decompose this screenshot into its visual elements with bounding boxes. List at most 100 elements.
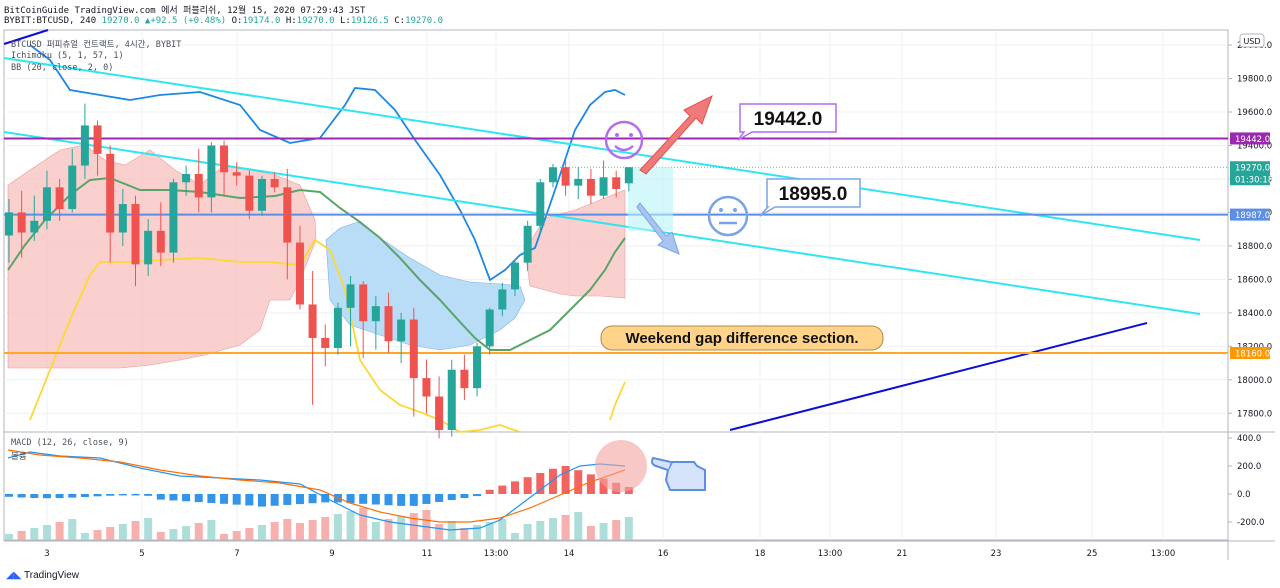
candle-body [384, 306, 393, 342]
close-label: C: [394, 16, 406, 26]
callout-text: 19442.0 [754, 109, 823, 130]
macd-histogram-bar [422, 494, 431, 504]
candle-body [93, 125, 102, 154]
macd-histogram-bar [156, 494, 165, 500]
volume-bar [586, 526, 595, 540]
macd-histogram-bar [258, 494, 266, 507]
macd-histogram-bar [321, 494, 330, 503]
volume-bar [422, 510, 431, 540]
volume-bar [80, 533, 89, 540]
level-countdown: 01:30:18 [1235, 176, 1273, 186]
macd-histogram-bar [182, 494, 191, 502]
volume-bar [435, 524, 444, 540]
volume-bar [409, 513, 418, 540]
macd-histogram-bar [599, 478, 608, 494]
volume-bar [485, 522, 494, 540]
candle-body [371, 306, 380, 322]
macd-histogram-bar [359, 494, 368, 504]
volume-bar [371, 522, 380, 540]
volume-bar [548, 518, 557, 540]
time-tick-label: 7 [234, 549, 239, 559]
price-tick-label: 19800.0 [1237, 75, 1272, 85]
time-tick-label: 11 [422, 549, 433, 559]
macd-histogram-bar [586, 474, 595, 494]
trend-line-top [3, 29, 49, 45]
volume-bar [156, 532, 165, 540]
candle-body [30, 220, 39, 233]
volume-bar [131, 521, 140, 540]
candle-body [5, 212, 13, 236]
macd-histogram-bar [169, 494, 178, 501]
candle-body [574, 178, 583, 186]
callout-19442: 19442.0 [737, 103, 837, 141]
time-tick-label: 5 [139, 549, 144, 559]
macd-histogram-bar [561, 466, 570, 494]
indicator-volume[interactable]: 볼륨 [11, 452, 27, 462]
low-value: 19126.5 [350, 16, 389, 26]
indicator-symbol[interactable]: BTCUSD 퍼피츄얼 컨트랙트, 4시간, BYBIT [11, 40, 182, 50]
volume-bar [182, 526, 191, 540]
price-tick-label: 19400.0 [1237, 141, 1272, 151]
publish-info: BitCoinGuide TradingView.com 에서 퍼블리쉬, 12… [4, 6, 366, 16]
indicator-bollinger[interactable]: BB (20, close, 2, 0) [11, 63, 114, 73]
tradingview-icon: ◢◣ [6, 570, 22, 581]
volume-bar [359, 508, 368, 540]
candle-body [232, 172, 241, 176]
last-price: 19270.0 [101, 16, 140, 26]
volume-bar [536, 521, 545, 540]
macd-histogram-bar [93, 494, 102, 497]
volume-bar [258, 525, 266, 540]
volume-bar [232, 531, 241, 540]
indicator-macd[interactable]: MACD (12, 26, close, 9) [11, 438, 129, 448]
callout-weekend-gap: Weekend gap difference section. [600, 325, 884, 351]
symbol-label[interactable]: BYBIT:BTCUSD, 240 [4, 16, 97, 26]
candle-body [245, 175, 254, 211]
volume-bar [93, 530, 102, 540]
open-label: O: [231, 16, 243, 26]
candle-body [561, 167, 570, 186]
candle-body [624, 167, 633, 184]
candle-body [473, 346, 482, 389]
price-axis: 20000.019800.019600.019400.019200.019000… [1228, 41, 1272, 419]
highlight-circle [595, 440, 647, 492]
volume-bar [447, 521, 456, 540]
trend-line-rising [729, 322, 1148, 431]
candle-body [599, 177, 608, 196]
macd-signal-line [7, 449, 626, 523]
time-tick-label: 18 [755, 549, 766, 559]
candle-body [194, 173, 203, 198]
macd-histogram-bar [346, 494, 355, 504]
volume-bar [68, 519, 77, 540]
indicator-ichimoku[interactable]: Ichimoku (5, 1, 57, 1) [11, 51, 124, 61]
candle-body [131, 204, 140, 265]
tradingview-logo[interactable]: ◢◣ TradingView [6, 570, 79, 581]
time-tick-label: 25 [1087, 549, 1098, 559]
macd-line [7, 451, 626, 531]
pointing-hand-icon [651, 456, 706, 491]
volume-bar [523, 524, 532, 540]
bb-lower-line [29, 238, 521, 433]
price-tick-label: 19600.0 [1237, 108, 1272, 118]
macd-histogram-bar [144, 494, 153, 496]
macd-histogram-bar [523, 477, 532, 494]
macd-histogram-bar [485, 489, 494, 494]
volume-bar [270, 522, 279, 540]
candle-body [536, 182, 545, 226]
macd-histogram-bar [283, 494, 292, 505]
candle-body [523, 225, 532, 263]
time-tick-label: 13:00 [818, 549, 843, 559]
candle-body [359, 284, 368, 322]
candle-body [68, 165, 77, 210]
macd-histogram-bar [435, 494, 444, 502]
candle-body [207, 145, 216, 198]
volume-bar [207, 520, 216, 540]
volume-bar [599, 523, 608, 540]
time-tick-label: 23 [991, 549, 1002, 559]
candle-body [308, 304, 317, 338]
macd-histogram-bar [232, 494, 241, 505]
volume-bar [460, 528, 469, 540]
volume-bar [194, 523, 203, 540]
candle-body [333, 307, 342, 348]
volume-bar [574, 512, 583, 540]
